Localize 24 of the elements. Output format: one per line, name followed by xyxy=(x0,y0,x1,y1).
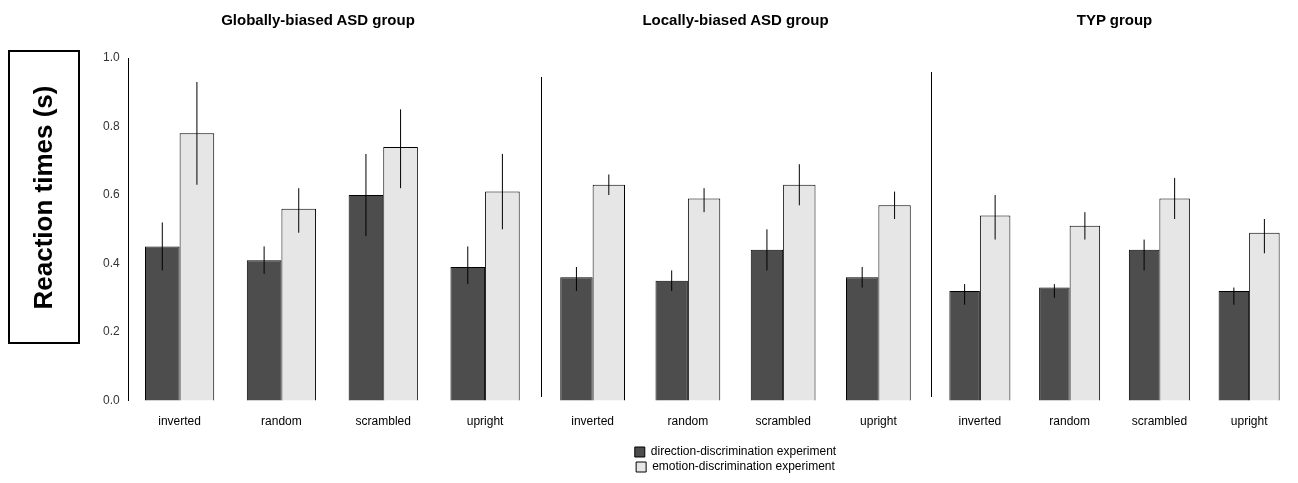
x-tick-label: inverted xyxy=(958,414,1002,429)
chart-title: TYP group xyxy=(1076,11,1153,29)
legend-label: emotion-discrimination experiment xyxy=(652,459,836,474)
x-tick-label: scrambled xyxy=(1131,414,1188,429)
y-tick-label: 0.0 xyxy=(102,392,120,407)
x-tick-label: inverted xyxy=(158,414,201,429)
y-tick-label: 0.2 xyxy=(102,324,120,339)
x-tick-label: upright xyxy=(860,414,898,429)
x-tick-label: random xyxy=(261,414,302,429)
y-tick-label: 1.0 xyxy=(102,50,120,65)
y-tick-label: 0.8 xyxy=(102,118,120,133)
x-tick-label: random xyxy=(667,414,709,429)
x-tick-label: upright xyxy=(1230,414,1269,429)
y-axis-title: Reaction times (s) xyxy=(28,85,60,309)
x-tick-label: upright xyxy=(466,414,505,429)
chart-title: Globally-biased ASD group xyxy=(221,11,415,29)
chart-title: Locally-biased ASD group xyxy=(642,11,829,29)
x-tick-label: scrambled xyxy=(755,414,811,429)
y-tick-label: 0.6 xyxy=(102,187,120,202)
y-tick-label: 0.4 xyxy=(102,255,120,270)
x-tick-label: random xyxy=(1049,414,1090,429)
x-tick-label: scrambled xyxy=(355,414,411,429)
x-tick-label: inverted xyxy=(571,414,614,429)
legend-label: direction-discrimination experiment xyxy=(650,444,837,459)
